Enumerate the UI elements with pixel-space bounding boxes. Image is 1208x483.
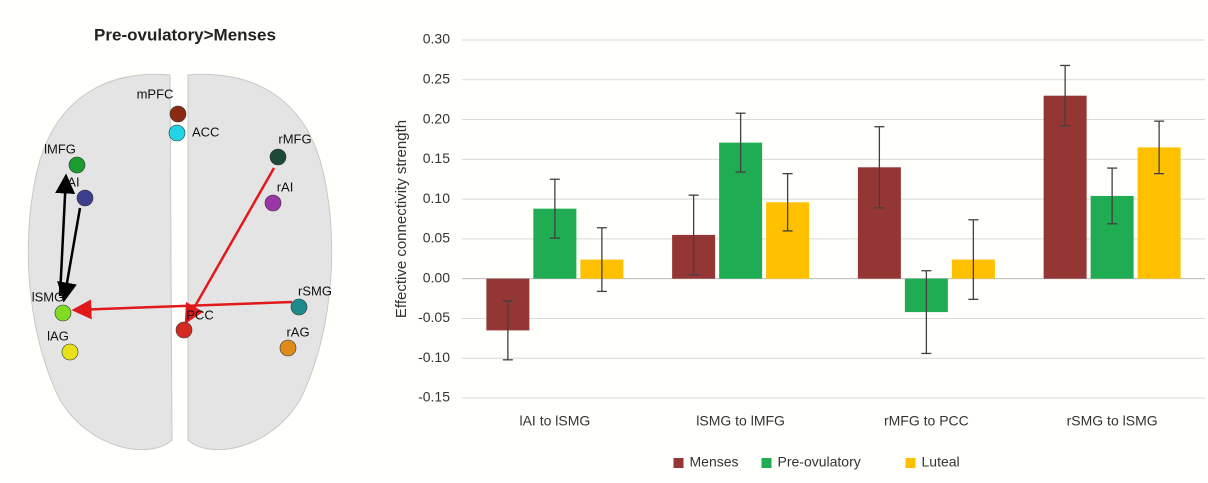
- legend-swatch: [674, 458, 684, 468]
- y-tick-label: 0.20: [423, 110, 450, 126]
- node-label: lMFG: [44, 141, 76, 156]
- legend-label: Menses: [690, 454, 739, 470]
- node: [55, 305, 71, 321]
- node-label: mPFC: [137, 86, 174, 101]
- y-tick-label: -0.10: [418, 349, 450, 365]
- node-label: ACC: [192, 124, 219, 139]
- x-tick-label: rSMG to lSMG: [1067, 413, 1158, 429]
- node: [291, 299, 307, 315]
- x-tick-label: lSMG to lMFG: [696, 413, 785, 429]
- x-tick-label: rMFG to PCC: [884, 413, 969, 429]
- legend-label: Luteal: [922, 454, 960, 470]
- node: [280, 340, 296, 356]
- y-tick-label: 0.10: [423, 190, 450, 206]
- legend-swatch: [762, 458, 772, 468]
- node-label: rAI: [277, 179, 294, 194]
- legend-swatch: [906, 458, 916, 468]
- node-label: rMFG: [278, 131, 311, 146]
- y-tick-label: 0.25: [423, 70, 450, 86]
- node: [170, 106, 186, 122]
- node-label: lSMG: [32, 289, 65, 304]
- y-tick-label: 0.15: [423, 150, 450, 166]
- node: [77, 190, 93, 206]
- node: [169, 125, 185, 141]
- y-tick-label: 0.00: [423, 269, 450, 285]
- node: [270, 149, 286, 165]
- y-tick-label: -0.05: [418, 309, 450, 325]
- node-label: lAI: [64, 174, 79, 189]
- node-label: rAG: [286, 324, 309, 339]
- y-tick-label: 0.05: [423, 230, 450, 246]
- node: [176, 322, 192, 338]
- node: [69, 157, 85, 173]
- node: [265, 195, 281, 211]
- y-tick-label: 0.30: [423, 31, 450, 47]
- node: [62, 344, 78, 360]
- legend-label: Pre-ovulatory: [778, 454, 861, 470]
- node-label: PCC: [186, 307, 213, 322]
- node-label: lAG: [47, 328, 69, 343]
- panel-title: Pre-ovulatory>Menses: [94, 25, 276, 44]
- node-label: rSMG: [298, 283, 332, 298]
- y-axis-title: Effective connectivity strength: [393, 120, 410, 318]
- y-tick-label: -0.15: [418, 389, 450, 405]
- figure: Pre-ovulatory>Menses Effective connectiv…: [0, 0, 1208, 478]
- x-tick-label: lAI to lSMG: [519, 413, 590, 429]
